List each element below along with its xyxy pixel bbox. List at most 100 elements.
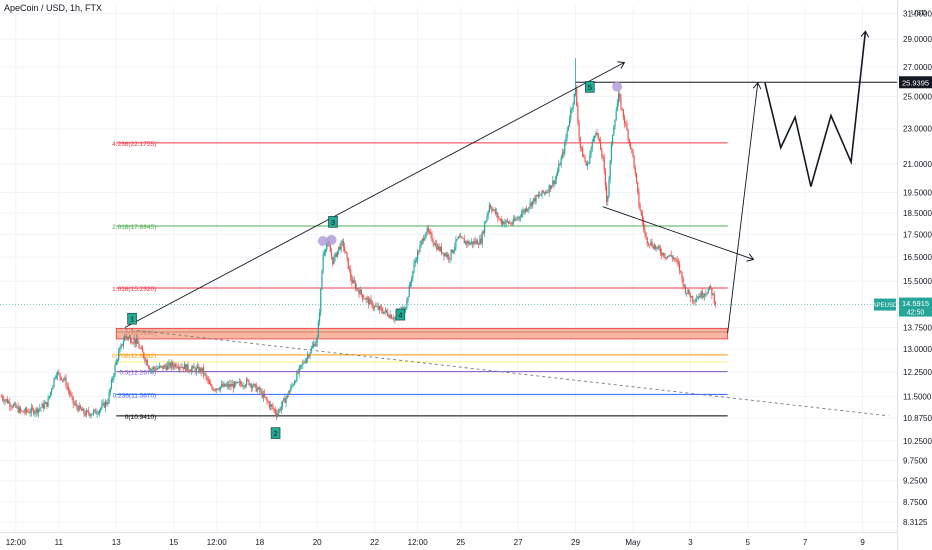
candle-body — [509, 222, 511, 224]
candle-body — [30, 407, 32, 413]
time-axis[interactable]: 12:00 11 13 15 12:00 18 20 22 12:00 25 27 29 May 3 5 7 9 — [0, 532, 897, 548]
candle-body — [90, 414, 92, 416]
y-tick-label: 15.5000 — [903, 277, 932, 286]
candle-body — [568, 119, 571, 126]
candle-body — [43, 403, 46, 409]
candle-body — [320, 289, 322, 313]
candle-body — [672, 257, 675, 259]
projection-zigzag — [764, 31, 865, 187]
candle-body — [42, 403, 44, 409]
candle-body — [354, 282, 357, 289]
candle-body — [150, 369, 152, 371]
candle-body — [205, 373, 207, 377]
candle-body — [534, 198, 536, 202]
y-tick-label: 10.2500 — [903, 437, 932, 446]
y-tick-label: 31.0000 — [903, 9, 932, 18]
candle-body — [116, 360, 119, 361]
candle-body — [181, 366, 183, 368]
candle-body — [559, 164, 561, 166]
candle-body — [467, 241, 469, 244]
candle-body — [504, 222, 506, 225]
candle-body — [131, 342, 133, 344]
candle-body — [119, 348, 121, 353]
candle-body — [17, 406, 19, 413]
candle-body — [431, 233, 433, 241]
candle-body — [286, 393, 288, 398]
candle-body — [86, 410, 89, 412]
candle-body — [601, 149, 603, 156]
pivot-marker — [326, 234, 337, 245]
candle-body — [278, 409, 280, 414]
candle-body — [460, 236, 462, 238]
candle-body — [432, 240, 434, 244]
candle-body — [247, 379, 249, 381]
candle-body — [139, 348, 141, 349]
candle-body — [608, 179, 610, 196]
candle-body — [419, 244, 421, 252]
candle-body — [78, 405, 80, 411]
candle-body — [216, 388, 218, 390]
candle-body — [495, 212, 498, 214]
candle-body — [176, 367, 178, 369]
candle-body — [277, 413, 279, 416]
y-tick-label: 18.5000 — [903, 209, 932, 218]
candle-body — [647, 243, 650, 245]
candle-body — [528, 207, 530, 210]
candle-body — [347, 257, 349, 269]
candle-body — [157, 368, 159, 369]
candle-body — [189, 371, 192, 372]
candle-body — [34, 412, 36, 414]
candle-body — [603, 157, 605, 171]
candle-body — [594, 135, 596, 139]
candle-body — [254, 383, 256, 385]
candle-body — [177, 367, 180, 369]
candle-body — [536, 195, 538, 197]
candle-body — [57, 372, 59, 377]
candle-body — [309, 352, 311, 357]
candle-body — [473, 241, 475, 245]
candle-body — [135, 338, 138, 344]
candle-body — [417, 251, 419, 261]
candle-body — [464, 241, 467, 244]
candle-body — [235, 381, 237, 384]
y-tick-label: 11.5000 — [903, 393, 932, 402]
projection-arrow — [727, 83, 758, 334]
candle-body — [394, 317, 396, 320]
candle-body — [580, 147, 583, 149]
candle-body — [194, 368, 196, 373]
candle-body — [21, 410, 23, 412]
candle-body — [401, 307, 403, 310]
candle-body — [329, 245, 331, 253]
candle-body — [652, 246, 654, 249]
candle-body — [12, 404, 14, 408]
y-tick-label: 27.0000 — [903, 63, 932, 72]
candle-body — [323, 252, 325, 255]
price-axis[interactable]: 31.0000 29.0000 27.0000 25.0000 23.0000 21.00… — [873, 0, 932, 550]
candle-body — [635, 173, 638, 182]
candle-body — [565, 137, 567, 143]
candle-body — [108, 392, 110, 403]
candle-body — [619, 93, 621, 98]
candle-body — [212, 388, 214, 391]
candle-body — [701, 291, 703, 297]
candle-body — [661, 252, 663, 256]
candle-body — [272, 406, 274, 409]
candle-body — [88, 411, 90, 414]
candle-body — [378, 306, 380, 310]
candle-body — [2, 396, 4, 400]
candle-body — [163, 365, 165, 369]
candle-body — [311, 346, 313, 349]
candle-body — [305, 358, 308, 363]
candle-body — [479, 238, 481, 245]
candle-body — [564, 142, 566, 154]
candle-body — [280, 406, 282, 411]
candle-body — [546, 191, 548, 193]
candle-body — [192, 366, 194, 369]
candle-body — [450, 249, 452, 259]
candle-body — [558, 164, 560, 172]
candle-body — [433, 243, 435, 246]
candle-body — [102, 402, 104, 405]
candle-body — [188, 369, 190, 372]
candle-body — [251, 386, 254, 388]
